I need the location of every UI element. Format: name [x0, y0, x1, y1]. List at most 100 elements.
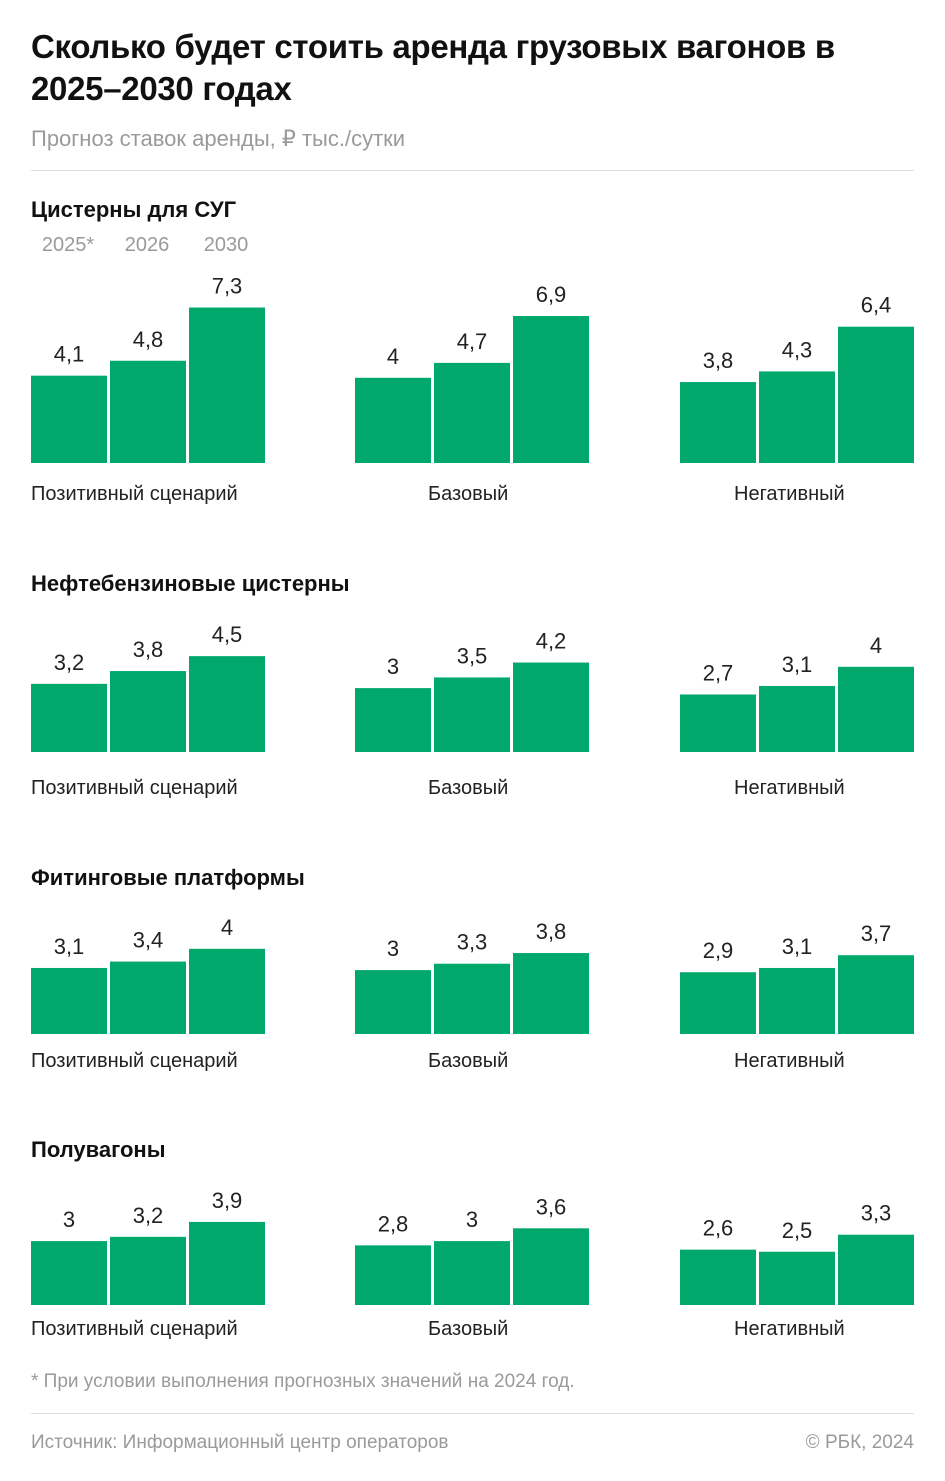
- bar-positive-2030: [189, 948, 265, 1034]
- value-label-base-2030: 3,6: [536, 1194, 567, 1219]
- chart-title: Сколько будет стоить аренда грузовых ваг…: [31, 28, 835, 107]
- bar-negative-2025: [680, 972, 756, 1034]
- value-label-base-2025: 4: [387, 344, 399, 369]
- value-label-negative-2030: 3,3: [861, 1201, 892, 1226]
- section-title-fitting-platforms: Фитинговые платформы: [31, 865, 305, 890]
- value-label-negative-2026: 4,3: [782, 337, 813, 362]
- value-label-negative-2026: 3,1: [782, 934, 813, 959]
- bar-base-2025: [355, 970, 431, 1034]
- value-label-base-2030: 4,2: [536, 629, 567, 654]
- value-label-positive-2030: 4,5: [212, 622, 243, 647]
- bar-base-2026: [434, 677, 510, 752]
- scenario-label-base: Базовый: [428, 1318, 509, 1340]
- bar-negative-2025: [680, 1249, 756, 1305]
- value-label-base-2030: 3,8: [536, 919, 567, 944]
- scenario-label-negative: Негативный: [734, 777, 845, 799]
- section-title-lpg-tanks: Цистерны для СУГ: [31, 197, 237, 222]
- year-label-2030: 2030: [203, 234, 249, 256]
- value-label-positive-2025: 3,2: [54, 650, 85, 675]
- bar-positive-2025: [31, 375, 107, 463]
- bar-positive-2030: [189, 656, 265, 752]
- bar-negative-2030: [838, 666, 914, 752]
- source-note: Источник: Информационный центр операторо…: [31, 1432, 449, 1453]
- value-label-positive-2026: 3,4: [133, 928, 164, 953]
- bar-base-2026: [434, 1241, 510, 1305]
- top-divider: [31, 170, 914, 171]
- bar-base-2026: [434, 362, 510, 463]
- value-label-positive-2025: 4,1: [54, 342, 85, 367]
- bar-negative-2030: [838, 955, 914, 1034]
- bottom-divider: [31, 1413, 914, 1414]
- bar-negative-2025: [680, 382, 756, 463]
- footnote: * При условии выполнения прогнозных знач…: [31, 1371, 575, 1392]
- chart-oil-tanks: 3,2 3,8 4,5 3 3,5 4,2 2,7 3,1 4: [31, 622, 914, 752]
- scenario-label-base: Базовый: [428, 483, 509, 505]
- bar-positive-2026: [110, 1236, 186, 1305]
- value-label-base-2026: 3: [466, 1207, 478, 1232]
- bar-positive-2030: [189, 1221, 265, 1305]
- bar-base-2030: [513, 953, 589, 1034]
- bar-positive-2025: [31, 1241, 107, 1305]
- value-label-positive-2025: 3,1: [54, 934, 85, 959]
- scenario-label-negative: Негативный: [734, 483, 845, 505]
- section-title-gondola-cars: Полувагоны: [31, 1137, 166, 1162]
- value-label-positive-2030: 4: [221, 915, 233, 940]
- scenario-label-base: Базовый: [428, 777, 509, 799]
- value-label-base-2026: 3,3: [457, 930, 488, 955]
- value-label-base-2025: 3: [387, 654, 399, 679]
- value-label-positive-2030: 7,3: [212, 274, 243, 299]
- value-label-negative-2025: 2,7: [703, 660, 734, 685]
- bar-positive-2030: [189, 307, 265, 463]
- chart-subtitle: Прогноз ставок аренды, ₽ тыс./сутки: [31, 126, 406, 151]
- section-title-oil-tanks: Нефтебензиновые цистерны: [31, 571, 350, 596]
- value-label-negative-2025: 3,8: [703, 348, 734, 373]
- bar-positive-2025: [31, 967, 107, 1034]
- year-label-2026: 2026: [124, 234, 170, 256]
- bar-base-2030: [513, 1228, 589, 1305]
- scenario-label-base: Базовый: [428, 1050, 509, 1072]
- bar-negative-2026: [759, 685, 835, 752]
- value-label-base-2025: 3: [387, 936, 399, 961]
- year-label-2025: 2025*: [41, 234, 95, 256]
- value-label-positive-2026: 3,2: [133, 1203, 164, 1228]
- value-label-negative-2026: 3,1: [782, 652, 813, 677]
- bar-base-2025: [355, 1245, 431, 1305]
- bar-base-2025: [355, 688, 431, 752]
- bar-base-2030: [513, 662, 589, 752]
- chart-gondola-cars: 3 3,2 3,9 2,8 3 3,6 2,6 2,5 3,3: [31, 1188, 914, 1305]
- year-legend: 2025* 2026 2030: [0, 234, 945, 262]
- value-label-positive-2030: 3,9: [212, 1188, 243, 1213]
- bar-base-2026: [434, 963, 510, 1034]
- value-label-negative-2026: 2,5: [782, 1218, 813, 1243]
- bar-base-2030: [513, 316, 589, 463]
- value-label-base-2030: 6,9: [536, 282, 567, 307]
- value-label-positive-2026: 3,8: [133, 637, 164, 662]
- value-label-base-2026: 3,5: [457, 643, 488, 668]
- bar-negative-2026: [759, 967, 835, 1034]
- value-label-base-2026: 4,7: [457, 329, 488, 354]
- value-label-negative-2030: 4: [870, 633, 882, 658]
- copyright: © РБК, 2024: [805, 1432, 914, 1453]
- value-label-positive-2026: 4,8: [133, 327, 164, 352]
- bar-negative-2026: [759, 371, 835, 463]
- value-label-negative-2030: 3,7: [861, 921, 892, 946]
- scenario-label-negative: Негативный: [734, 1050, 845, 1072]
- value-label-base-2025: 2,8: [378, 1211, 409, 1236]
- value-label-negative-2025: 2,6: [703, 1216, 734, 1241]
- bar-negative-2030: [838, 1234, 914, 1305]
- value-label-negative-2025: 2,9: [703, 938, 734, 963]
- value-label-negative-2030: 6,4: [861, 293, 892, 318]
- bar-positive-2025: [31, 683, 107, 752]
- bar-positive-2026: [110, 671, 186, 752]
- scenario-label-positive: Позитивный сценарий: [31, 777, 238, 799]
- chart-fitting-platforms: 3,1 3,4 4 3 3,3 3,8 2,9 3,1 3,7: [31, 915, 914, 1034]
- scenario-label-positive: Позитивный сценарий: [31, 1318, 238, 1340]
- bar-negative-2026: [759, 1251, 835, 1305]
- chart-lpg-tanks: 4,1 4,8 7,3 4 4,7 6,9 3,8 4,3 6,4: [31, 274, 914, 463]
- scenario-label-negative: Негативный: [734, 1318, 845, 1340]
- value-label-positive-2025: 3: [63, 1207, 75, 1232]
- scenario-label-positive: Позитивный сценарий: [31, 483, 238, 505]
- bar-positive-2026: [110, 360, 186, 463]
- bar-positive-2026: [110, 961, 186, 1034]
- bar-base-2025: [355, 377, 431, 463]
